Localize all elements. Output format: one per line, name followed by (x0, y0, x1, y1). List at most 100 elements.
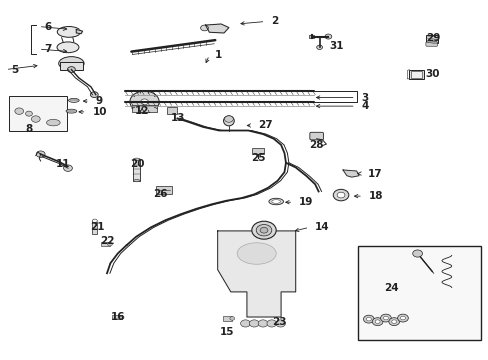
Text: 3: 3 (361, 93, 368, 103)
Bar (92, 222, 97, 234)
Ellipse shape (223, 116, 234, 126)
FancyBboxPatch shape (309, 132, 323, 140)
Text: 19: 19 (299, 197, 313, 207)
Text: 5: 5 (11, 64, 19, 75)
Circle shape (36, 151, 45, 157)
Ellipse shape (133, 158, 140, 160)
Text: 24: 24 (384, 283, 398, 293)
Circle shape (63, 165, 72, 171)
Circle shape (371, 318, 382, 325)
Polygon shape (342, 170, 358, 177)
Ellipse shape (92, 221, 97, 223)
Circle shape (388, 318, 399, 325)
Bar (60, 62, 82, 69)
Text: 29: 29 (426, 33, 440, 43)
Text: 11: 11 (56, 159, 70, 169)
Circle shape (397, 314, 407, 322)
Circle shape (141, 99, 148, 105)
Circle shape (383, 316, 387, 320)
Circle shape (240, 320, 250, 327)
Circle shape (229, 317, 234, 320)
Circle shape (25, 111, 32, 116)
Bar (132, 105, 157, 112)
Text: 30: 30 (424, 69, 439, 79)
Text: 21: 21 (90, 222, 104, 232)
Circle shape (325, 34, 331, 39)
Text: 28: 28 (309, 140, 323, 150)
Polygon shape (76, 30, 82, 34)
Circle shape (15, 108, 23, 114)
Text: 18: 18 (368, 191, 383, 201)
Text: 26: 26 (153, 189, 167, 199)
Text: 9: 9 (96, 96, 102, 106)
Circle shape (90, 92, 98, 98)
Text: 22: 22 (100, 236, 114, 246)
Bar (408, 69, 423, 79)
Text: 20: 20 (130, 159, 144, 169)
Text: 13: 13 (170, 113, 184, 123)
Bar (101, 242, 110, 246)
Circle shape (256, 225, 271, 236)
Circle shape (332, 189, 348, 201)
Bar (425, 35, 437, 43)
Text: 12: 12 (135, 106, 149, 116)
Circle shape (363, 315, 373, 323)
Circle shape (249, 320, 259, 327)
Ellipse shape (133, 180, 140, 182)
Text: 6: 6 (44, 22, 52, 32)
Bar (167, 107, 177, 114)
Circle shape (258, 320, 267, 327)
Text: 15: 15 (219, 327, 234, 337)
Text: 2: 2 (271, 17, 278, 27)
Text: 31: 31 (328, 41, 343, 50)
Ellipse shape (268, 198, 283, 205)
Circle shape (412, 250, 422, 257)
Bar (9, 96, 67, 131)
Circle shape (107, 242, 112, 246)
Ellipse shape (68, 98, 79, 102)
Circle shape (374, 320, 379, 323)
Bar (309, 35, 314, 39)
Circle shape (31, 116, 40, 122)
Text: 16: 16 (110, 312, 125, 322)
Circle shape (251, 221, 276, 239)
Circle shape (67, 67, 75, 72)
Circle shape (119, 316, 124, 319)
Circle shape (400, 316, 405, 320)
Text: 7: 7 (44, 44, 52, 54)
Text: 23: 23 (272, 317, 286, 327)
Bar (156, 186, 172, 194)
Circle shape (316, 45, 322, 49)
Polygon shape (205, 24, 228, 33)
Ellipse shape (59, 57, 84, 70)
Circle shape (391, 320, 396, 323)
Circle shape (260, 227, 267, 233)
Ellipse shape (66, 109, 77, 113)
Circle shape (380, 314, 390, 322)
Circle shape (266, 320, 276, 327)
Ellipse shape (237, 243, 276, 264)
Bar (133, 159, 140, 181)
Bar (357, 246, 480, 339)
Bar (251, 148, 264, 154)
Circle shape (275, 320, 285, 327)
Circle shape (224, 116, 233, 122)
Ellipse shape (271, 200, 280, 203)
Circle shape (200, 25, 208, 31)
Bar (410, 71, 422, 78)
Text: 10: 10 (92, 107, 107, 117)
Bar (222, 316, 232, 320)
Text: 14: 14 (315, 222, 329, 232)
Circle shape (336, 192, 344, 198)
Circle shape (92, 219, 97, 223)
Text: 1: 1 (215, 50, 222, 60)
FancyBboxPatch shape (425, 42, 437, 46)
Text: 27: 27 (258, 121, 272, 130)
Text: 4: 4 (361, 101, 368, 111)
Ellipse shape (46, 120, 60, 126)
Polygon shape (217, 231, 295, 317)
Ellipse shape (57, 27, 81, 37)
Text: 25: 25 (250, 153, 265, 163)
Text: 17: 17 (366, 168, 381, 179)
Circle shape (130, 91, 159, 113)
